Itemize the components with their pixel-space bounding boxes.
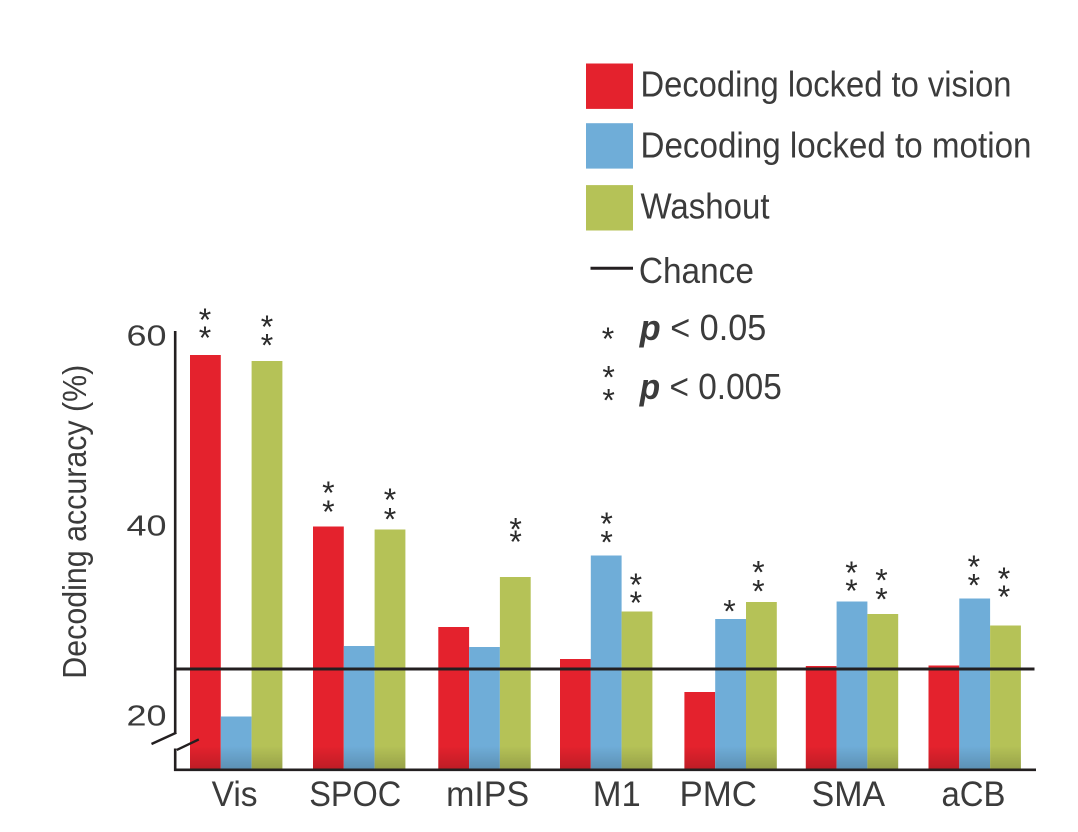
svg-text:Decoding locked to motion: Decoding locked to motion bbox=[641, 125, 1032, 166]
svg-text:*: * bbox=[602, 360, 614, 396]
svg-text:p < 0.05: p < 0.05 bbox=[639, 307, 766, 348]
svg-text:*: * bbox=[509, 524, 521, 560]
svg-text:mIPS: mIPS bbox=[446, 775, 529, 814]
svg-text:*: * bbox=[384, 482, 396, 518]
svg-text:p < 0.005: p < 0.005 bbox=[639, 366, 782, 407]
svg-text:*: * bbox=[322, 494, 334, 530]
svg-text:aCB: aCB bbox=[942, 775, 1006, 814]
svg-text:*: * bbox=[261, 327, 273, 363]
svg-text:*: * bbox=[630, 585, 642, 621]
svg-text:60: 60 bbox=[127, 321, 167, 353]
svg-text:*: * bbox=[752, 573, 764, 609]
svg-text:20: 20 bbox=[127, 701, 167, 733]
svg-text:*: * bbox=[600, 524, 612, 560]
svg-text:*: * bbox=[630, 567, 642, 603]
svg-text:SMA: SMA bbox=[812, 775, 886, 814]
svg-text:*: * bbox=[509, 512, 521, 548]
svg-text:*: * bbox=[723, 594, 735, 630]
svg-text:M1: M1 bbox=[593, 775, 641, 814]
svg-text:Chance: Chance bbox=[639, 250, 754, 291]
svg-text:Washout: Washout bbox=[641, 186, 770, 227]
svg-text:*: * bbox=[845, 555, 857, 591]
svg-text:*: * bbox=[875, 562, 887, 598]
svg-text:40: 40 bbox=[127, 511, 167, 543]
svg-text:*: * bbox=[845, 573, 857, 609]
svg-text:*: * bbox=[261, 309, 273, 345]
svg-text:*: * bbox=[998, 561, 1010, 597]
svg-text:*: * bbox=[752, 554, 764, 590]
svg-text:*: * bbox=[199, 302, 211, 338]
svg-text:*: * bbox=[998, 579, 1010, 615]
svg-text:*: * bbox=[322, 475, 334, 511]
svg-text:*: * bbox=[199, 320, 211, 356]
svg-text:*: * bbox=[600, 506, 612, 542]
svg-text:*: * bbox=[602, 321, 614, 357]
svg-text:*: * bbox=[602, 382, 614, 418]
svg-text:Vis: Vis bbox=[212, 775, 258, 814]
svg-text:SPOC: SPOC bbox=[309, 775, 401, 814]
svg-text:*: * bbox=[968, 568, 980, 604]
svg-text:*: * bbox=[968, 549, 980, 585]
svg-text:*: * bbox=[875, 581, 887, 617]
svg-text:*: * bbox=[384, 501, 396, 537]
svg-text:Decoding accuracy (%): Decoding accuracy (%) bbox=[56, 365, 93, 679]
svg-text:PMC: PMC bbox=[680, 775, 758, 814]
svg-text:Decoding locked to vision: Decoding locked to vision bbox=[641, 63, 1012, 104]
